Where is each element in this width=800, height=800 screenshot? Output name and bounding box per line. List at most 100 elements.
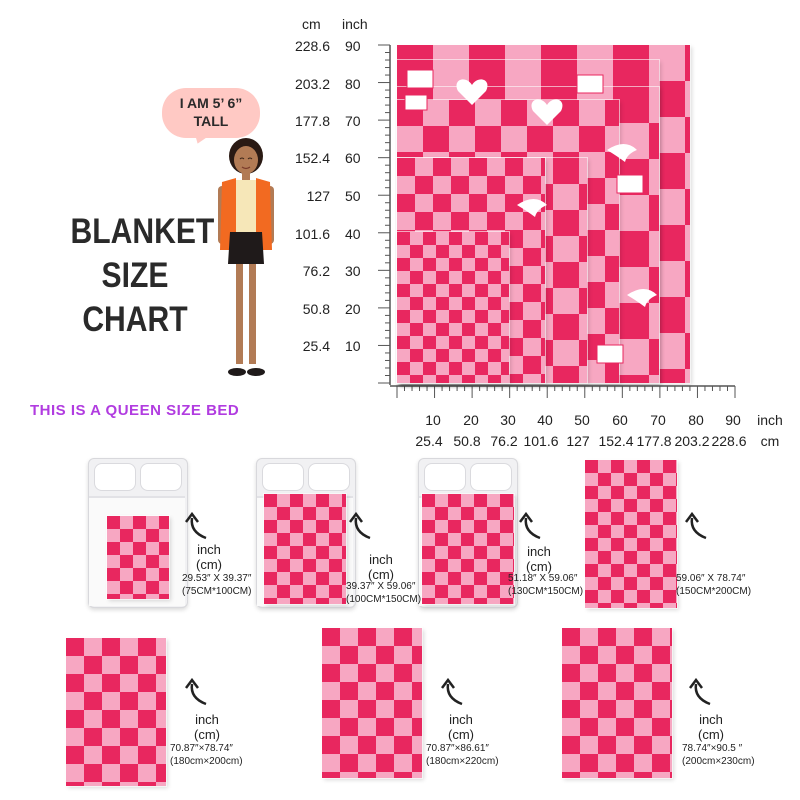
curved-arrow-icon	[185, 512, 207, 540]
y-tick-inch: 50	[345, 188, 361, 204]
size-dims-7: 78.74″×90.5 ″ (200cm×230cm)	[682, 742, 755, 768]
y-tick-cm: 127	[306, 188, 330, 204]
y-tick-cm: 203.2	[294, 76, 330, 92]
speech-bubble-text: I AM 5’ 6” TALL	[162, 94, 260, 130]
size-inches-2: 39.37″ X 59.06″	[346, 581, 416, 592]
size-inches-6: 70.87″×86.61″	[426, 743, 489, 754]
blanket-150x200	[585, 460, 677, 608]
x-tick-cm: 152.4	[598, 433, 634, 449]
x-tick-inch: 20	[463, 412, 479, 428]
y-tick-cm: 177.8	[294, 113, 330, 129]
x-tick-cm: 177.8	[636, 433, 672, 449]
bed-3-pillow-left	[424, 463, 466, 491]
x-tick-cm: 127	[566, 433, 590, 449]
x-tick-inch: 80	[688, 412, 704, 428]
person-figure	[218, 138, 274, 376]
bed-3-pillow-right	[470, 463, 512, 491]
heart-icon	[531, 99, 563, 125]
size-unit-label-6: inch (cm)	[448, 712, 474, 742]
y-tick-inch: 80	[345, 76, 361, 92]
envelope-icon	[406, 69, 434, 89]
dove-icon	[607, 144, 637, 162]
size-inches-4: 59.06″ X 78.74″	[676, 573, 746, 584]
chart-title-line-3: CHART	[82, 300, 188, 339]
x-tick-inch: 40	[537, 412, 553, 428]
blanket-180x220	[322, 628, 422, 778]
y-tick-inch: 10	[345, 338, 361, 354]
x-tick-inch: 70	[650, 412, 666, 428]
size-unit-label-1: inch (cm)	[196, 542, 222, 572]
size-inches-3: 51.18″ X 59.06″	[508, 573, 578, 584]
envelope-icon	[404, 94, 428, 111]
size-unit-label-5: inch (cm)	[194, 712, 220, 742]
x-tick-cm: 228.6	[711, 433, 747, 449]
blanket-75x100	[107, 516, 169, 599]
chart-motifs	[404, 69, 657, 364]
blanket-130x150	[422, 494, 514, 604]
size-cm-1: (75CM*100CM)	[182, 586, 252, 597]
y-tick-cm: 76.2	[302, 263, 330, 279]
x-unit-inch: inch	[757, 412, 783, 428]
dove-icon	[627, 289, 657, 307]
x-tick-cm: 101.6	[523, 433, 559, 449]
curved-arrow-icon	[689, 678, 711, 706]
blanket-180x200	[66, 638, 166, 786]
x-tick-cm: 50.8	[453, 433, 481, 449]
bubble-line-2: TALL	[193, 113, 229, 129]
bed-1-pillow-left	[94, 463, 136, 491]
dove-icon	[517, 199, 547, 217]
size-unit-label-7: inch (cm)	[698, 712, 724, 742]
y-tick-inch: 20	[345, 301, 361, 317]
queen-size-note: THIS IS A QUEEN SIZE BED	[30, 402, 240, 419]
x-tick-cm: 76.2	[490, 433, 518, 449]
curved-arrow-icon	[519, 512, 541, 540]
y-tick-inch: 40	[345, 226, 361, 242]
size-inches-7: 78.74″×90.5 ″	[682, 743, 743, 754]
size-dims-6: 70.87″×86.61″ (180cm×220cm)	[426, 742, 499, 768]
size-cm-6: (180cm×220cm)	[426, 756, 499, 767]
y-unit-cm: cm	[302, 16, 321, 32]
x-tick-cm: 203.2	[674, 433, 710, 449]
envelope-icon	[576, 74, 604, 94]
y-tick-cm: 152.4	[294, 150, 330, 166]
size-dims-3: 51.18″ X 59.06″ (130CM*150CM)	[508, 572, 583, 598]
chart-title-line-2: SIZE	[101, 256, 169, 295]
bed-2-pillow-left	[262, 463, 304, 491]
size-dims-1: 29.53″ X 39.37″ (75CM*100CM)	[182, 572, 251, 598]
x-tick-inch: 10	[425, 412, 441, 428]
x-tick-inch: 60	[612, 412, 628, 428]
bed-2-pillow-right	[308, 463, 350, 491]
size-cm-2: (100CM*150CM)	[346, 594, 422, 605]
heart-icon	[456, 79, 488, 105]
size-cm-5: (180cm×200cm)	[170, 756, 243, 767]
chart-title-line-1: BLANKET	[70, 212, 215, 251]
y-unit-inch: inch	[342, 16, 368, 32]
y-tick-cm: 101.6	[294, 226, 330, 242]
y-tick-cm: 50.8	[302, 301, 330, 317]
size-unit-label-2: inch (cm)	[368, 552, 394, 582]
x-tick-inch: 50	[574, 412, 590, 428]
size-dims-5: 70.87″×78.74″ (180cm×200cm)	[170, 742, 243, 768]
y-tick-cm: 228.6	[294, 38, 330, 54]
y-tick-inch: 60	[345, 150, 361, 166]
curved-arrow-icon	[441, 678, 463, 706]
bed-1-pillow-right	[140, 463, 182, 491]
size-cm-4: (150CM*200CM)	[676, 586, 752, 597]
y-tick-inch: 30	[345, 263, 361, 279]
y-tick-cm: 25.4	[302, 338, 330, 354]
size-dims-4: 59.06″ X 78.74″ (150CM*200CM)	[676, 572, 751, 598]
size-cm-3: (130CM*150CM)	[508, 586, 584, 597]
x-unit-cm: cm	[760, 433, 780, 449]
curved-arrow-icon	[685, 512, 707, 540]
envelope-icon	[596, 344, 624, 364]
x-tick-cm: 25.4	[415, 433, 443, 449]
size-cm-7: (200cm×230cm)	[682, 756, 755, 767]
blanket-100x150	[264, 494, 346, 604]
chart-blanket-75x100	[397, 232, 509, 383]
size-inches-5: 70.87″×78.74″	[170, 743, 233, 754]
size-dims-2: 39.37″ X 59.06″ (100CM*150CM)	[346, 580, 421, 606]
speech-bubble	[162, 88, 260, 138]
curved-arrow-icon	[185, 678, 207, 706]
bubble-line-1: I AM 5’ 6”	[179, 95, 243, 111]
